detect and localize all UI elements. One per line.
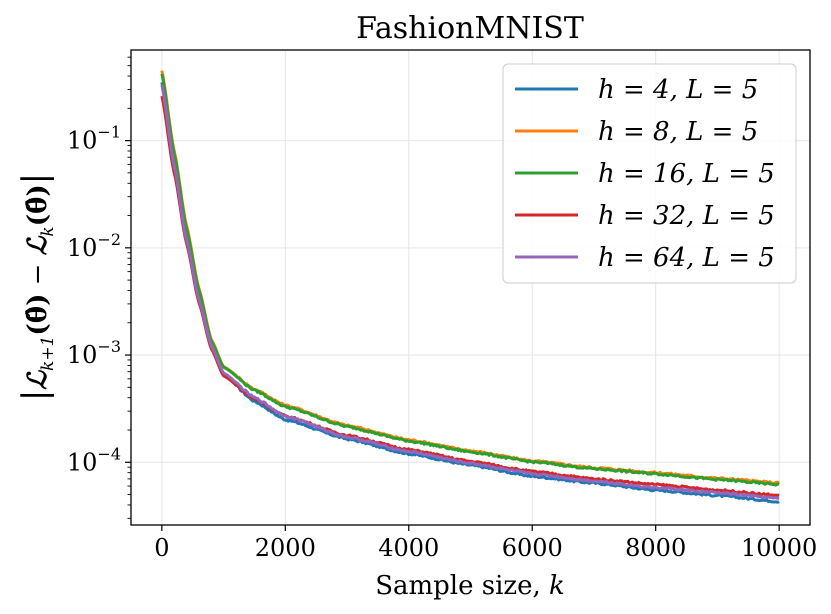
x-tick-label: 10000 — [741, 534, 817, 562]
y-axis-label: |ℒk+1(θ̂) − ℒk(θ̂)| — [15, 173, 58, 401]
x-tick-label: 0 — [154, 534, 169, 562]
plot-frame — [130, 49, 811, 526]
y-tick-label: 10−2 — [67, 230, 121, 262]
x-tick-label: 8000 — [625, 534, 686, 562]
x-tick-label: 4000 — [378, 534, 439, 562]
legend-entry: h = 16, L = 5 — [598, 159, 775, 189]
legend-box — [502, 63, 797, 284]
legend-entry: h = 32, L = 5 — [598, 201, 775, 231]
legend: h = 4, L = 5 h = 8, L = 5 h = 16, L = 5 h =… — [502, 63, 797, 284]
x-axis-ticks: 0 2000 4000 6000 8000 10000 — [154, 525, 817, 562]
y-tick-label: 10−1 — [67, 123, 121, 155]
series-line-3 — [160, 73, 780, 487]
y-axis-ticks: 10−4 10−3 10−2 10−1 — [67, 56, 131, 519]
legend-entry: h = 8, L = 5 — [598, 117, 758, 147]
chart-title: FashionMNIST — [356, 11, 584, 46]
x-tick-label: 2000 — [255, 534, 316, 562]
y-tick-label: 10−4 — [67, 444, 121, 476]
series-line-5 — [160, 84, 780, 500]
legend-entry: h = 64, L = 5 — [598, 243, 775, 273]
y-tick-label: 10−3 — [67, 337, 121, 369]
series-layer — [160, 70, 780, 504]
x-axis-label: Sample size, k — [375, 571, 565, 601]
legend-entry: h = 4, L = 5 — [598, 75, 758, 105]
x-tick-label: 6000 — [502, 534, 563, 562]
